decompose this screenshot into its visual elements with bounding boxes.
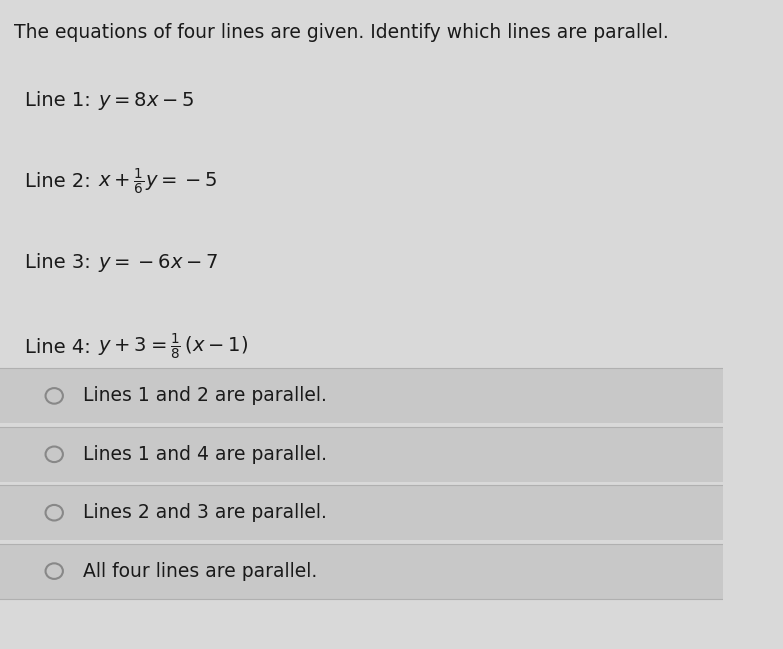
Text: All four lines are parallel.: All four lines are parallel.: [83, 561, 317, 581]
Text: The equations of four lines are given. Identify which lines are parallel.: The equations of four lines are given. I…: [14, 23, 669, 42]
Text: $y = 8x - 5$: $y = 8x - 5$: [98, 90, 194, 112]
Text: Line 2:: Line 2:: [25, 172, 97, 191]
Text: Lines 1 and 4 are parallel.: Lines 1 and 4 are parallel.: [83, 445, 327, 464]
Bar: [0, 368, 723, 423]
Text: Lines 1 and 2 are parallel.: Lines 1 and 2 are parallel.: [83, 386, 327, 406]
Text: Line 4:: Line 4:: [25, 337, 97, 357]
Bar: [0, 485, 723, 540]
Text: Line 3:: Line 3:: [25, 253, 97, 273]
Bar: [0, 427, 723, 482]
Text: $y + 3 = \frac{1}{8}\,(x - 1)$: $y + 3 = \frac{1}{8}\,(x - 1)$: [98, 332, 247, 362]
Text: $x + \frac{1}{6}y = -5$: $x + \frac{1}{6}y = -5$: [98, 167, 217, 197]
Text: $y = -6x - 7$: $y = -6x - 7$: [98, 252, 218, 274]
Text: Line 1:: Line 1:: [25, 91, 97, 110]
Bar: [0, 544, 723, 598]
Text: Lines 2 and 3 are parallel.: Lines 2 and 3 are parallel.: [83, 503, 327, 522]
